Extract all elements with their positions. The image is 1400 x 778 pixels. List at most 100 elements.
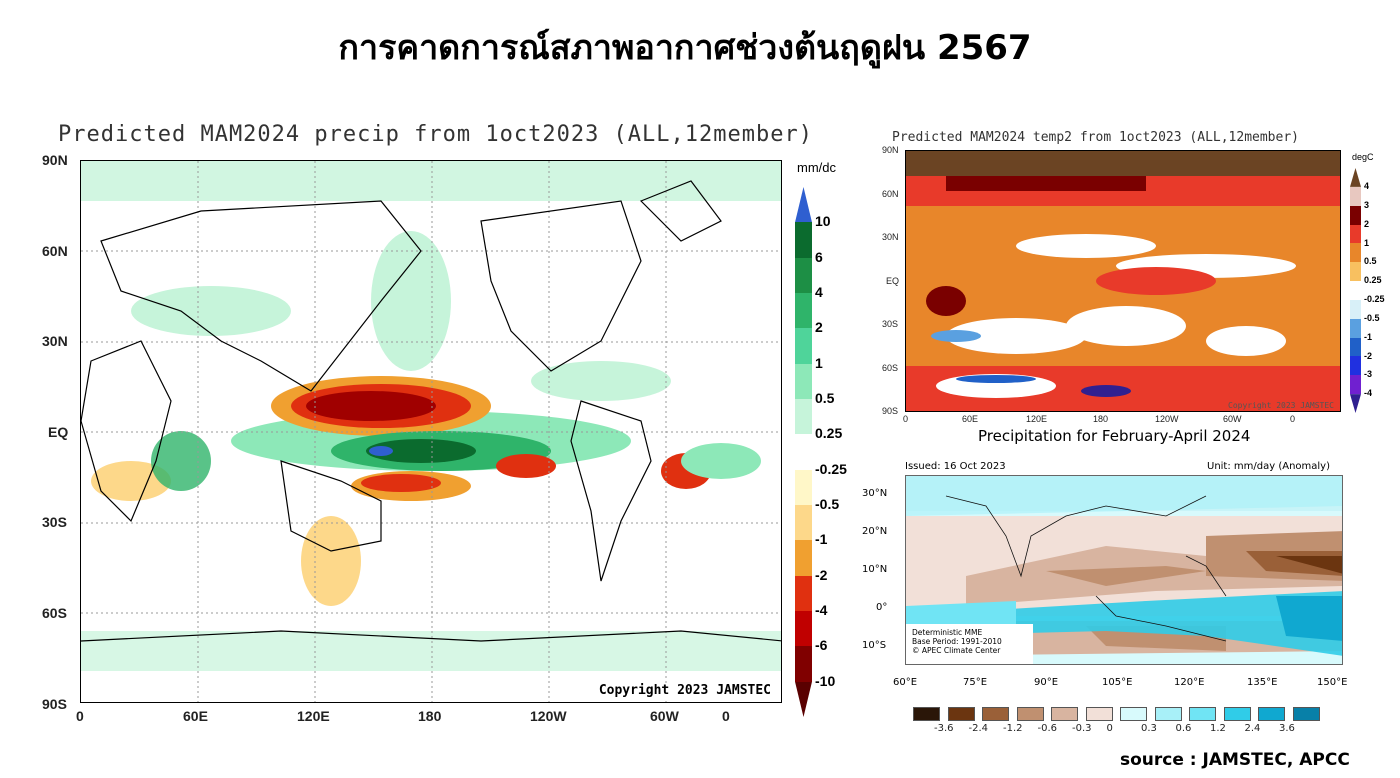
info-line: © APEC Climate Center xyxy=(912,646,1001,655)
colorbar-segment xyxy=(1350,299,1361,319)
lat-label: 20°N xyxy=(862,526,888,537)
colorbar-label: -6 xyxy=(815,637,828,654)
lon-label: 105°E xyxy=(1102,677,1133,688)
temp-map-title: Predicted MAM2024 temp2 from 1oct2023 (A… xyxy=(892,130,1299,145)
lon-label: 120E xyxy=(1026,414,1048,424)
legend-label: -2.4 xyxy=(968,723,989,734)
colorbar-label: -1 xyxy=(815,531,828,548)
lat-label: 60N xyxy=(42,243,68,259)
lon-label: 120W xyxy=(1155,414,1179,424)
colorbar-segment xyxy=(795,575,812,611)
info-line: Base Period: 1991-2010 xyxy=(912,637,1002,646)
colorbar-label: -0.5 xyxy=(815,495,840,512)
lon-label: 120W xyxy=(530,708,567,724)
colorbar-label: 1 xyxy=(815,354,823,371)
lon-label: 180 xyxy=(418,708,442,724)
lat-label: 30N xyxy=(882,232,899,242)
colorbar-segment xyxy=(795,187,812,223)
legend-label: 2.4 xyxy=(1244,723,1261,734)
colorbar-label: 3 xyxy=(1364,199,1370,210)
lat-label: 60N xyxy=(882,189,899,199)
lat-label: 30S xyxy=(882,319,899,329)
lon-label: 60W xyxy=(650,708,679,724)
colorbar-segment xyxy=(1350,375,1361,395)
lon-label: 120°E xyxy=(1174,677,1205,688)
colorbar-segment xyxy=(795,540,812,576)
colorbar-segment xyxy=(795,363,812,399)
colorbar-label: -2 xyxy=(1364,350,1373,361)
colorbar-segment xyxy=(795,611,812,647)
legend-swatch xyxy=(1258,707,1285,721)
apcc-map-field xyxy=(906,476,1342,656)
lon-label: 60E xyxy=(962,414,979,424)
colorbar-label: 0.25 xyxy=(815,425,843,442)
legend-label: 1.2 xyxy=(1210,723,1226,734)
temp-colorbar-unit: degC xyxy=(1352,152,1374,162)
temp-map: Copyright 2023 JAMSTEC xyxy=(905,150,1341,412)
legend-swatch xyxy=(1223,707,1251,721)
lon-label: 0 xyxy=(722,708,730,724)
lon-label: 180 xyxy=(1093,414,1109,424)
lon-label: 0 xyxy=(76,708,84,724)
lon-label: 75°E xyxy=(963,677,988,688)
legend-label: 3.6 xyxy=(1279,723,1295,734)
colorbar-label: -4 xyxy=(815,601,828,618)
lat-label: 30N xyxy=(42,333,68,349)
lat-label: EQ xyxy=(48,424,69,440)
colorbar-segment xyxy=(1350,262,1361,282)
colorbar-segment xyxy=(1350,224,1361,244)
colorbar-label: -0.5 xyxy=(1364,312,1380,323)
legend-swatch xyxy=(1292,707,1320,721)
colorbar-segment xyxy=(795,469,812,505)
legend-swatch xyxy=(1189,707,1216,721)
colorbar-label: 0.5 xyxy=(1364,256,1377,267)
colorbar-segment xyxy=(1350,168,1361,187)
colorbar-label: 0.5 xyxy=(815,389,835,406)
colorbar-label: 2 xyxy=(815,319,823,336)
colorbar-label: -4 xyxy=(1364,388,1373,399)
legend-swatch xyxy=(1154,707,1182,721)
info-box: Deterministic MME Base Period: 1991-2010… xyxy=(906,624,1033,664)
legend-label: 0.6 xyxy=(1175,723,1192,734)
colorbar-label: -2 xyxy=(815,566,828,583)
lat-label: 10°S xyxy=(862,640,887,651)
colorbar-segment xyxy=(1350,318,1361,338)
lat-label: 90S xyxy=(42,696,67,712)
lon-label: 60°E xyxy=(893,677,918,688)
colorbar-label: -3 xyxy=(1364,369,1373,380)
info-line: Deterministic MME xyxy=(912,628,983,637)
colorbar-label: 10 xyxy=(815,213,831,230)
left-map-copyright: Copyright 2023 JAMSTEC xyxy=(598,683,771,698)
lon-label: 150°E xyxy=(1317,677,1348,688)
colorbar-segment xyxy=(795,399,812,435)
precip-map: Copyright 2023 JAMSTEC xyxy=(80,160,782,703)
slide-title: การคาดการณ์สภาพอากาศช่วงต้นฤดูฝน 2567 xyxy=(338,28,1032,68)
colorbar-segment xyxy=(1350,205,1361,225)
colorbar-label: 2 xyxy=(1364,218,1370,229)
precip-map-field xyxy=(81,161,781,702)
apcc-precip-map: Deterministic MME Base Period: 1991-2010… xyxy=(905,475,1343,665)
colorbar-segment xyxy=(795,293,812,329)
lon-label: 60W xyxy=(1223,414,1242,424)
colorbar-label: 1 xyxy=(1364,237,1370,248)
legend-label: -0.3 xyxy=(1072,723,1092,734)
colorbar-segment xyxy=(795,328,812,364)
legend-label: 0 xyxy=(1106,723,1113,734)
lon-label: 135°E xyxy=(1247,677,1278,688)
lon-label: 0 xyxy=(903,414,909,424)
lat-label: 30°N xyxy=(862,488,888,499)
issued-date: Issued: 16 Oct 2023 xyxy=(905,461,1006,472)
colorbar-label: -0.25 xyxy=(815,460,847,477)
colorbar-segment xyxy=(1350,243,1361,263)
legend-label: -1.2 xyxy=(1003,723,1023,734)
precip-colorbar: 10 6 4 2 1 0.5 0.25 -0.25 -0.5 -1 -2 -4 -6 -10 xyxy=(795,187,847,717)
legend-swatch xyxy=(982,707,1009,721)
legend-swatch xyxy=(947,707,975,721)
colorbar-label: 4 xyxy=(815,283,823,300)
colorbar-segment xyxy=(1350,337,1361,357)
legend-label: -0.6 xyxy=(1037,723,1058,734)
unit-label: Unit: mm/day (Anomaly) xyxy=(1207,461,1330,472)
temp-map-copyright: Copyright 2023 JAMSTEC xyxy=(1228,401,1334,410)
legend-swatch xyxy=(1051,707,1078,721)
temp-colorbar: 4 3 2 1 0.5 0.25 -0.25 -0.5 -1 -2 -3 -4 xyxy=(1350,168,1385,413)
